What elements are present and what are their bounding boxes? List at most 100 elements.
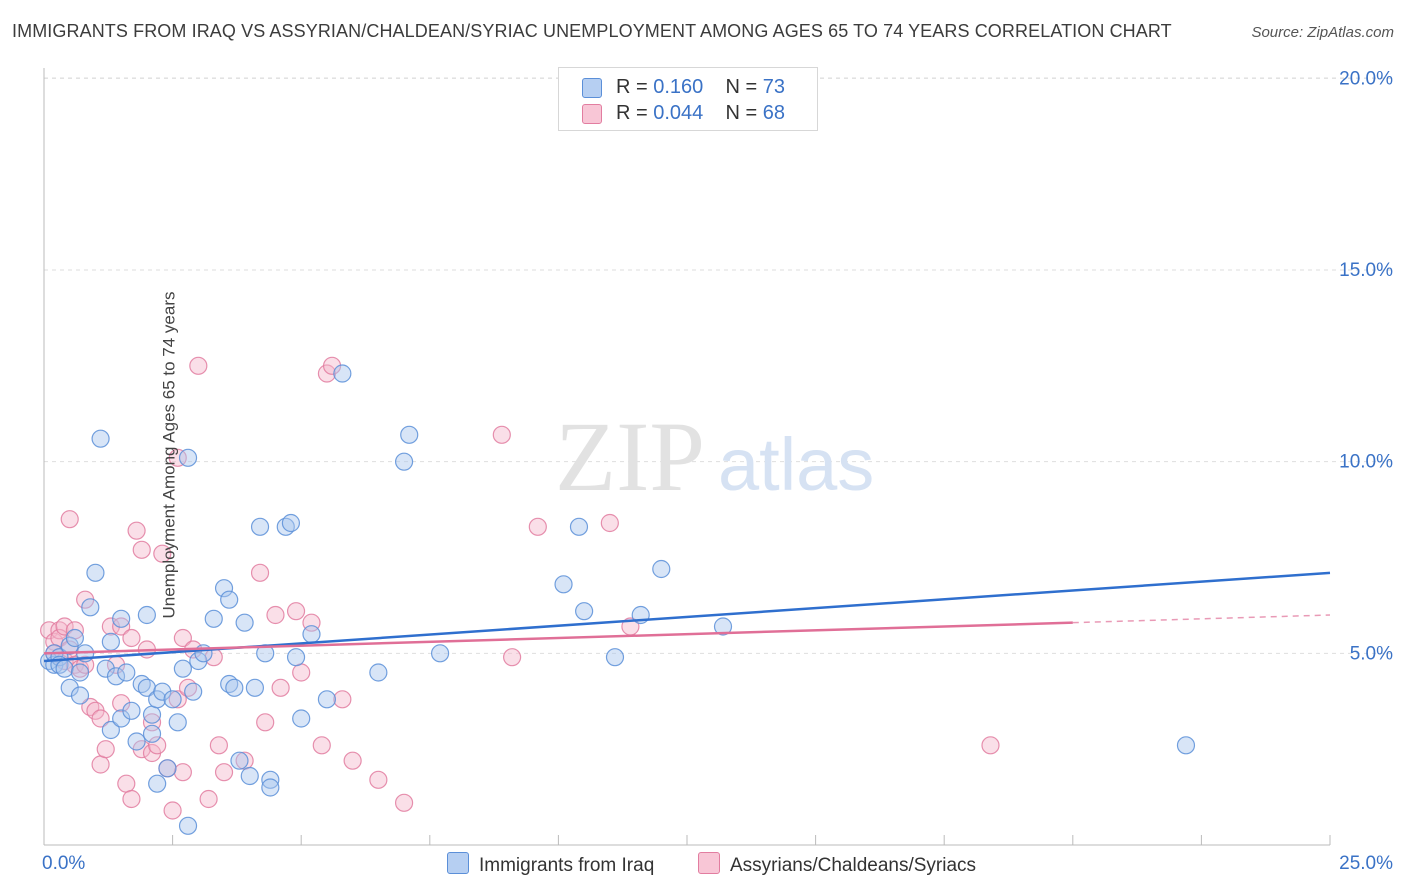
point-iraq — [142, 724, 162, 743]
trend-line-assyrians — [43, 621, 1073, 655]
point-assyrians — [91, 755, 110, 774]
point-assyrians — [343, 751, 362, 770]
point-assyrians — [112, 617, 131, 636]
legend-n-value: 68 — [762, 102, 786, 124]
point-iraq — [91, 429, 110, 448]
point-assyrians — [153, 544, 172, 563]
point-iraq — [286, 648, 306, 667]
point-iraq — [240, 766, 259, 786]
point-iraq — [101, 720, 120, 740]
watermark-atlas: atlas — [718, 423, 874, 506]
legend-n-value: 73 — [762, 76, 786, 98]
point-iraq — [127, 732, 146, 751]
legend-r-value: 0.160 — [653, 76, 704, 98]
point-iraq — [261, 770, 280, 789]
point-iraq — [55, 659, 74, 678]
point-assyrians — [503, 648, 522, 667]
point-assyrians — [189, 356, 208, 375]
axis-tick-labels: 5.0% 10.0% 15.0% 20.0% 0.0% 25.0% — [42, 68, 1393, 874]
point-iraq — [394, 452, 414, 471]
y-tick-label: 10.0% — [1339, 452, 1393, 473]
legend-n-label: N = — [725, 102, 758, 124]
source-note: Source: ZipAtlas.com — [1251, 24, 1394, 41]
point-assyrians — [214, 763, 234, 782]
point-iraq — [112, 709, 131, 728]
point-assyrians — [122, 789, 141, 809]
point-assyrians — [528, 517, 547, 536]
point-iraq — [158, 759, 177, 778]
point-assyrians — [127, 521, 146, 540]
correlation-legend: R = 0.160 N = 73 R = 0.044 N = 68 — [558, 67, 818, 131]
grid-lines — [44, 77, 1392, 654]
point-assyrians — [96, 740, 115, 759]
point-iraq — [60, 678, 79, 697]
point-assyrians — [250, 563, 270, 582]
point-iraq — [204, 609, 223, 628]
point-assyrians — [271, 678, 290, 697]
legend-swatch-blue — [447, 852, 469, 874]
point-iraq — [713, 617, 733, 636]
point-iraq — [261, 778, 280, 797]
point-iraq — [575, 602, 594, 621]
point-iraq — [122, 701, 141, 720]
point-assyrians — [91, 709, 110, 728]
point-iraq — [96, 659, 115, 678]
x-tick-label: 25.0% — [1339, 853, 1393, 874]
point-assyrians — [256, 713, 275, 732]
point-iraq — [235, 613, 254, 632]
point-iraq — [292, 709, 311, 728]
bottom-legend-assyrians: Assyrians/Chaldeans/Syriacs — [698, 852, 976, 877]
point-assyrians — [394, 793, 414, 812]
y-tick-label: 20.0% — [1339, 68, 1393, 89]
point-iraq — [230, 751, 249, 770]
point-assyrians — [101, 617, 120, 636]
legend-swatch-pink — [582, 104, 602, 124]
point-assyrians — [369, 770, 388, 789]
point-assyrians — [199, 789, 218, 809]
point-iraq — [117, 663, 136, 682]
point-assyrians — [286, 602, 306, 621]
legend-r-label: R = — [616, 102, 648, 124]
point-iraq — [569, 517, 589, 536]
axes — [43, 68, 1331, 846]
point-assyrians — [322, 356, 342, 375]
point-iraq — [65, 628, 84, 648]
legend-n-label: N = — [725, 76, 758, 98]
point-iraq — [106, 667, 126, 686]
y-axis-label: Unemployment Among Ages 65 to 74 years — [159, 291, 179, 619]
legend-swatch-pink — [698, 852, 720, 874]
point-iraq — [281, 513, 301, 533]
bottom-legend-label: Assyrians/Chaldeans/Syriacs — [730, 855, 977, 876]
point-assyrians — [168, 448, 187, 467]
point-iraq — [70, 686, 90, 705]
point-assyrians — [122, 628, 141, 648]
point-iraq — [142, 705, 162, 724]
point-assyrians — [112, 694, 131, 713]
point-assyrians — [163, 801, 182, 820]
point-iraq — [148, 774, 167, 793]
point-iraq — [173, 659, 192, 678]
trend-line-assyrians-extension — [1072, 614, 1331, 624]
point-iraq — [184, 682, 203, 701]
point-iraq — [1176, 736, 1196, 755]
point-iraq — [163, 690, 182, 709]
point-assyrians — [600, 513, 619, 533]
point-assyrians — [981, 736, 1000, 755]
point-assyrians — [209, 736, 228, 755]
point-iraq — [137, 605, 156, 625]
point-assyrians — [333, 690, 352, 709]
point-iraq — [554, 575, 573, 594]
point-iraq — [112, 609, 131, 628]
point-iraq — [317, 690, 337, 709]
point-iraq — [168, 713, 187, 732]
point-iraq — [250, 517, 270, 536]
point-iraq — [400, 425, 419, 444]
point-iraq — [86, 563, 105, 582]
point-assyrians — [173, 763, 192, 782]
point-iraq — [178, 816, 198, 835]
trend-lines — [43, 571, 1331, 663]
point-iraq — [652, 559, 671, 579]
point-iraq — [153, 682, 172, 701]
point-assyrians — [312, 736, 331, 755]
